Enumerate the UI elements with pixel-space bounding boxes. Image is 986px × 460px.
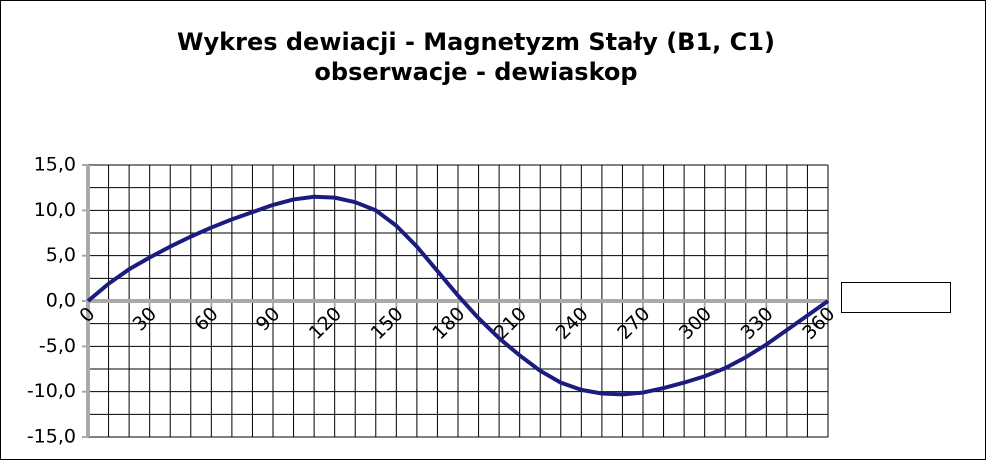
legend-box xyxy=(841,282,951,313)
y-tick-label: 5,0 xyxy=(46,244,76,266)
y-tick-label: -15,0 xyxy=(27,426,76,448)
y-tick-label: 10,0 xyxy=(34,199,76,221)
chart-subtitle: obserwacje - dewiaskop xyxy=(314,58,637,86)
y-tick-label: 0,0 xyxy=(46,290,76,312)
data-line xyxy=(86,194,830,397)
y-tick-label: -10,0 xyxy=(27,380,76,402)
chart-title: Wykres dewiacji - Magnetyzm Stały (B1, C… xyxy=(177,28,775,56)
y-tick-label: -5,0 xyxy=(39,335,76,357)
y-tick-label: 15,0 xyxy=(34,154,76,176)
